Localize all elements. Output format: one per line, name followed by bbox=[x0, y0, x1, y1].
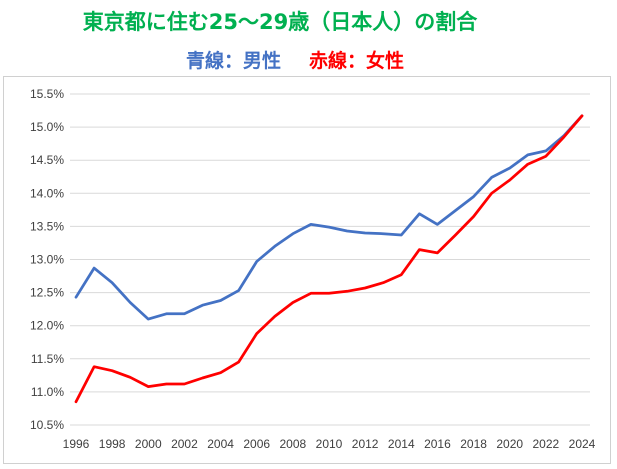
x-tick-label: 2006 bbox=[243, 437, 270, 451]
y-tick-label: 10.5% bbox=[30, 418, 64, 432]
y-tick-label: 13.0% bbox=[30, 253, 64, 267]
x-tick-label: 2014 bbox=[388, 437, 415, 451]
x-tick-label: 2018 bbox=[460, 437, 487, 451]
x-tick-label: 2010 bbox=[316, 437, 343, 451]
chart-frame bbox=[3, 76, 611, 464]
series-lines bbox=[74, 114, 584, 404]
y-tick-label: 14.5% bbox=[30, 153, 64, 167]
x-tick-label: 2022 bbox=[533, 437, 560, 451]
chart-subtitle: 青線：男性 赤線：女性 bbox=[0, 46, 590, 73]
x-tick-label: 2012 bbox=[352, 437, 379, 451]
x-tick-label: 2024 bbox=[569, 437, 596, 451]
x-tick-label: 2002 bbox=[171, 437, 198, 451]
x-tick-label: 2008 bbox=[280, 437, 307, 451]
female-series-line bbox=[74, 114, 584, 404]
x-axis-ticks: 1996 1998 2000 2002 2004 2006 2008 2010 2012 2014… bbox=[63, 437, 596, 451]
y-tick-label: 11.5% bbox=[31, 352, 64, 366]
x-tick-label: 1998 bbox=[99, 437, 126, 451]
y-tick-label: 12.0% bbox=[30, 319, 64, 333]
gridlines bbox=[70, 93, 590, 426]
female-legend-text: 赤線：女性 bbox=[309, 50, 405, 72]
male-legend-text: 青線：男性 bbox=[185, 50, 281, 72]
x-tick-label: 2016 bbox=[424, 437, 451, 451]
x-tick-label: 1996 bbox=[63, 437, 90, 451]
x-tick-label: 2020 bbox=[496, 437, 523, 451]
y-tick-label: 12.5% bbox=[30, 286, 64, 300]
chart-title: 東京都に住む25～29歳（日本人）の割合 bbox=[82, 10, 478, 34]
x-tick-label: 2004 bbox=[207, 437, 234, 451]
y-tick-label: 14.0% bbox=[30, 186, 64, 200]
y-tick-label: 15.0% bbox=[30, 120, 64, 134]
x-tick-label: 2000 bbox=[135, 437, 162, 451]
male-series-line bbox=[74, 114, 584, 321]
y-tick-label: 15.5% bbox=[30, 87, 64, 101]
y-axis-ticks: 10.5% 11.0% 11.5% 12.0% 12.5% 13.0% 13.5% 14.0%… bbox=[30, 87, 64, 432]
y-tick-label: 13.5% bbox=[30, 219, 64, 233]
y-tick-label: 11.0% bbox=[31, 385, 64, 399]
